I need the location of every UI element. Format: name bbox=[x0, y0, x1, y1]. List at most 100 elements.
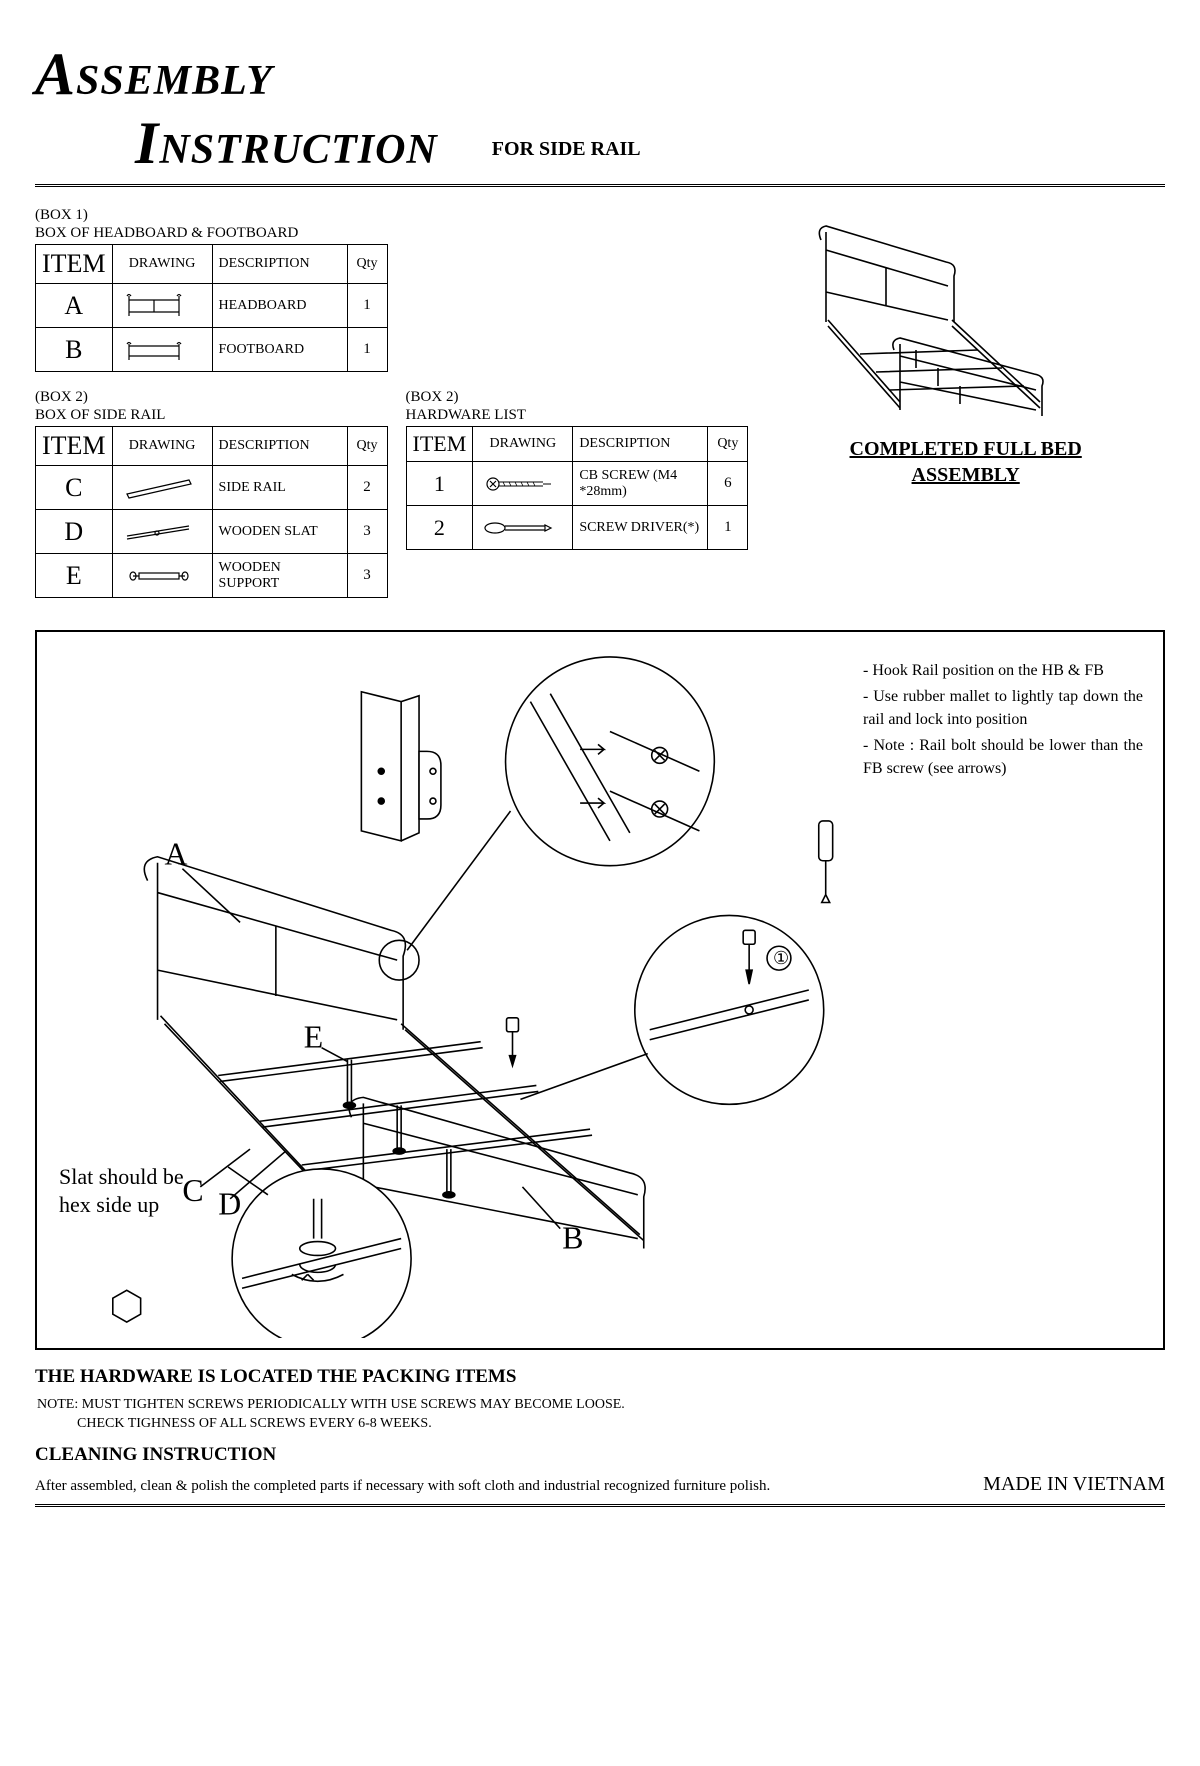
table-row: 2 SCREW DRIVER(*) 1 bbox=[406, 506, 748, 550]
note-1: - Hook Rail position on the HB & FB bbox=[863, 660, 1143, 682]
th-drawing: DRAWING bbox=[473, 427, 573, 462]
cell-drawing bbox=[112, 328, 212, 372]
table-row: B FOOTBOARD 1 bbox=[36, 328, 388, 372]
note-line-2: CHECK TIGHNESS OF ALL SCREWS EVERY 6-8 W… bbox=[77, 1414, 1165, 1434]
table-row: C SIDE RAIL 2 bbox=[36, 466, 388, 510]
completed-block: COMPLETED FULL BED ASSEMBLY bbox=[766, 202, 1165, 488]
title-rest-2: NSTRUCTION bbox=[159, 127, 437, 173]
cell-qty: 2 bbox=[347, 466, 387, 510]
cell-drawing bbox=[473, 462, 573, 506]
cell-drawing bbox=[473, 506, 573, 550]
title-block: ASSEMBLY INSTRUCTION FOR SIDE RAIL bbox=[35, 40, 1165, 178]
table-header-row: ITEM DRAWING DESCRIPTION Qty bbox=[406, 427, 748, 462]
cell-qty: 3 bbox=[347, 510, 387, 554]
main-diagram: A C D E B ① - Hook Rail position on the … bbox=[35, 630, 1165, 1350]
note-3: - Note : Rail bolt should be lower than … bbox=[863, 735, 1143, 780]
cell-qty: 1 bbox=[347, 328, 387, 372]
cell-desc: HEADBOARD bbox=[212, 284, 347, 328]
note-line-1: NOTE: MUST TIGHTEN SCREWS PERIODICALLY W… bbox=[37, 1395, 1165, 1415]
slat-note-2: hex side up bbox=[59, 1192, 159, 1217]
cell-item: A bbox=[36, 284, 113, 328]
cell-qty: 3 bbox=[347, 554, 387, 598]
cell-desc: SIDE RAIL bbox=[212, 466, 347, 510]
box2-label-2: BOX OF SIDE RAIL bbox=[35, 407, 165, 423]
box2-label: (BOX 2) BOX OF SIDE RAIL bbox=[35, 388, 388, 424]
footer-section: THE HARDWARE IS LOCATED THE PACKING ITEM… bbox=[35, 1364, 1165, 1498]
cell-drawing bbox=[112, 554, 212, 598]
screw-icon bbox=[479, 470, 559, 498]
title-big-i: I bbox=[135, 110, 159, 176]
hardware-title: THE HARDWARE IS LOCATED THE PACKING ITEM… bbox=[35, 1364, 1165, 1391]
completed-label: COMPLETED FULL BED ASSEMBLY bbox=[766, 436, 1165, 488]
diagram-notes: - Hook Rail position on the HB & FB - Us… bbox=[863, 660, 1143, 784]
cell-item: B bbox=[36, 328, 113, 372]
title-line-2: INSTRUCTION bbox=[135, 109, 438, 178]
box2-block: (BOX 2) BOX OF SIDE RAIL ITEM DRAWING DE… bbox=[35, 384, 388, 610]
th-qty: Qty bbox=[347, 427, 387, 466]
cell-drawing bbox=[112, 510, 212, 554]
box2-label-1: (BOX 2) bbox=[35, 389, 88, 405]
cell-desc: SCREW DRIVER(*) bbox=[573, 506, 708, 550]
cell-item: C bbox=[36, 466, 113, 510]
cell-drawing bbox=[112, 284, 212, 328]
table-header-row: ITEM DRAWING DESCRIPTION Qty bbox=[36, 245, 388, 284]
box2-and-hardware: (BOX 2) BOX OF SIDE RAIL ITEM DRAWING DE… bbox=[35, 384, 748, 610]
callout-d: D bbox=[218, 1187, 241, 1222]
box1-column: (BOX 1) BOX OF HEADBOARD & FOOTBOARD ITE… bbox=[35, 202, 748, 610]
table-row: E WOODEN SUPPORT 3 bbox=[36, 554, 388, 598]
table-header-row: ITEM DRAWING DESCRIPTION Qty bbox=[36, 427, 388, 466]
table-row: D WOODEN SLAT 3 bbox=[36, 510, 388, 554]
cell-qty: 1 bbox=[708, 506, 748, 550]
th-item: ITEM bbox=[406, 427, 473, 462]
title-rest-1: SSEMBLY bbox=[76, 58, 273, 104]
cell-item: 1 bbox=[406, 462, 473, 506]
th-description: DESCRIPTION bbox=[212, 427, 347, 466]
cell-desc: CB SCREW (M4 *28mm) bbox=[573, 462, 708, 506]
th-qty: Qty bbox=[347, 245, 387, 284]
th-item: ITEM bbox=[36, 245, 113, 284]
callout-a: A bbox=[165, 837, 188, 872]
cell-item: D bbox=[36, 510, 113, 554]
cell-qty: 6 bbox=[708, 462, 748, 506]
divider-bottom bbox=[35, 1504, 1165, 1508]
callout-e: E bbox=[304, 1020, 323, 1055]
wooden-slat-icon bbox=[119, 516, 199, 548]
callout-c: C bbox=[182, 1173, 203, 1208]
cell-item: E bbox=[36, 554, 113, 598]
made-in: MADE IN VIETNAM bbox=[983, 1470, 1165, 1498]
cleaning-text: After assembled, clean & polish the comp… bbox=[35, 1476, 770, 1497]
th-drawing: DRAWING bbox=[112, 245, 212, 284]
screwdriver-icon bbox=[479, 514, 559, 542]
cell-item: 2 bbox=[406, 506, 473, 550]
cleaning-row: After assembled, clean & polish the comp… bbox=[35, 1470, 1165, 1498]
hardware-label-2: HARDWARE LIST bbox=[406, 407, 526, 423]
box2-table: ITEM DRAWING DESCRIPTION Qty C SIDE RAIL bbox=[35, 426, 388, 598]
side-rail-icon bbox=[119, 472, 199, 504]
cell-qty: 1 bbox=[347, 284, 387, 328]
slat-note-1: Slat should be bbox=[59, 1164, 184, 1189]
th-description: DESCRIPTION bbox=[573, 427, 708, 462]
slat-note: Slat should be hex side up bbox=[59, 1163, 184, 1218]
divider-top bbox=[35, 184, 1165, 188]
cell-drawing bbox=[112, 466, 212, 510]
headboard-icon bbox=[119, 290, 189, 322]
completed-label-1: COMPLETED FULL BED bbox=[850, 438, 1082, 460]
box1-table: ITEM DRAWING DESCRIPTION Qty A HEADBOARD… bbox=[35, 244, 388, 372]
table-row: A HEADBOARD 1 bbox=[36, 284, 388, 328]
box1-label-2: BOX OF HEADBOARD & FOOTBOARD bbox=[35, 225, 298, 241]
cleaning-title: CLEANING INSTRUCTION bbox=[35, 1442, 1165, 1469]
completed-bed-icon bbox=[766, 202, 1086, 432]
cell-desc: WOODEN SUPPORT bbox=[212, 554, 347, 598]
footboard-icon bbox=[119, 334, 189, 366]
th-drawing: DRAWING bbox=[112, 427, 212, 466]
title-line-1: ASSEMBLY bbox=[35, 40, 1165, 109]
hardware-table: ITEM DRAWING DESCRIPTION Qty 1 bbox=[406, 426, 749, 550]
cell-desc: WOODEN SLAT bbox=[212, 510, 347, 554]
subtitle: FOR SIDE RAIL bbox=[492, 138, 641, 161]
table-row: 1 CB SCREW (M4 *28mm) 6 bbox=[406, 462, 748, 506]
completed-label-2: ASSEMBLY bbox=[912, 464, 1020, 486]
cell-desc: FOOTBOARD bbox=[212, 328, 347, 372]
callout-one: ① bbox=[773, 948, 789, 968]
hardware-label: (BOX 2) HARDWARE LIST bbox=[406, 388, 749, 424]
wooden-support-icon bbox=[119, 560, 199, 592]
